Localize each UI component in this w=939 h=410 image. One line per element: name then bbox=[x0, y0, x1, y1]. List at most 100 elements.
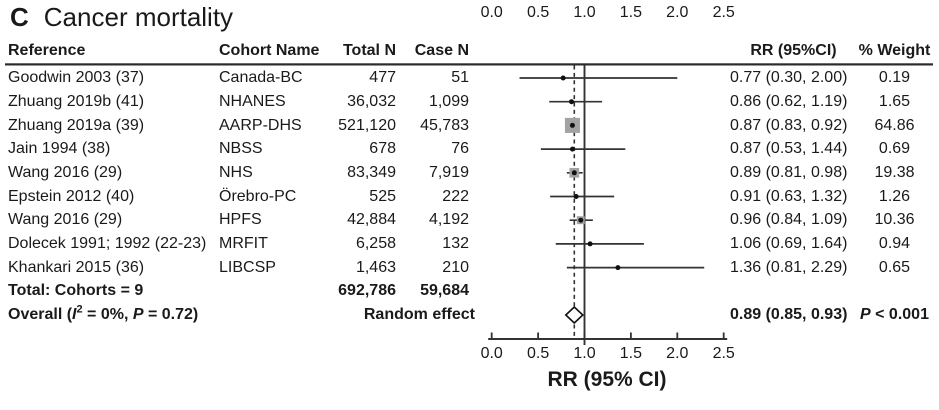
cell-reference: Wang 2016 (29) bbox=[8, 163, 123, 181]
title-text: Cancer mortality bbox=[43, 2, 234, 32]
cell-total-n: 42,884 bbox=[347, 211, 396, 229]
cell-cohort: AARP-DHS bbox=[219, 116, 302, 134]
cell-rr: 0.89 (0.81, 0.98) bbox=[730, 163, 848, 181]
x-axis-tick-label-bottom: 0.0 bbox=[480, 345, 503, 362]
cell-case-n: 4,192 bbox=[428, 211, 469, 229]
cell-total-n: 6,258 bbox=[355, 235, 396, 253]
text-segment: P bbox=[132, 306, 144, 324]
text-segment: = 0.72) bbox=[143, 306, 199, 324]
cell-rr: 0.91 (0.63, 1.32) bbox=[730, 187, 848, 205]
cell-case-n: 1,099 bbox=[428, 92, 469, 110]
cell-reference: Wang 2016 (29) bbox=[8, 211, 123, 229]
table-row: Dolecek 1991; 1992 (22-23) MRFIT 6,258 132 1… bbox=[0, 232, 939, 256]
table-total-row: Total: Cohorts = 9 692,786 59,684 bbox=[0, 279, 939, 303]
x-axis-tick-label-bottom: 1.0 bbox=[573, 345, 596, 362]
cell-total-n: 1,463 bbox=[355, 258, 396, 276]
cell-total-n: 521,120 bbox=[338, 116, 396, 134]
cell-rr: 0.87 (0.83, 0.92) bbox=[730, 116, 848, 134]
cell-weight: 0.19 bbox=[878, 69, 911, 87]
table-header-row: Reference Cohort Name Total N Case N RR … bbox=[0, 40, 939, 62]
x-axis-tick-label-top: 0.0 bbox=[480, 4, 503, 21]
cell-weight: 0.69 bbox=[878, 140, 911, 158]
figure-title: C Cancer mortality bbox=[10, 2, 233, 36]
text-segment: P bbox=[860, 306, 871, 324]
cell-rr: 0.96 (0.84, 1.09) bbox=[730, 211, 848, 229]
text-segment: = 0%, bbox=[82, 306, 133, 324]
point-estimate bbox=[569, 122, 575, 128]
table-row: Wang 2016 (29) HPFS 42,884 4,192 0.96 (0.84,… bbox=[0, 208, 939, 232]
table-row: Zhuang 2019b (41) NHANES 36,032 1,099 0.86 (… bbox=[0, 90, 939, 114]
cell-cohort: LIBCSP bbox=[219, 258, 276, 276]
cell-overall-rr: 0.89 (0.85, 0.93) bbox=[730, 306, 848, 324]
cell-case-n: 7,919 bbox=[428, 163, 469, 181]
cell-reference: Zhuang 2019a (39) bbox=[8, 116, 145, 134]
point-estimate bbox=[569, 146, 575, 152]
cell-rr: 0.77 (0.30, 2.00) bbox=[730, 69, 848, 87]
cell-case-n: 76 bbox=[451, 140, 469, 158]
table-row: Epstein 2012 (40) Örebro-PC 525 222 0.91 (0.… bbox=[0, 185, 939, 209]
table-row: Jain 1994 (38) NBSS 678 76 0.87 (0.53, 1.44)… bbox=[0, 137, 939, 161]
text-segment: I bbox=[72, 306, 77, 324]
header-rr: RR (95%CI) bbox=[750, 42, 837, 59]
x-axis-tick-label-bottom: 2.5 bbox=[712, 345, 735, 362]
cell-reference: Jain 1994 (38) bbox=[8, 140, 111, 158]
header-weight: % Weight bbox=[858, 42, 931, 59]
x-axis-tick-label-bottom: 1.5 bbox=[619, 345, 643, 362]
cell-case-n: 51 bbox=[451, 69, 469, 87]
cell-rr: 0.86 (0.62, 1.19) bbox=[730, 92, 848, 110]
cell-cohort: HPFS bbox=[219, 211, 262, 229]
cell-reference: Goodwin 2003 (37) bbox=[8, 69, 145, 87]
cell-cohort: NHANES bbox=[219, 92, 286, 110]
cell-reference: Dolecek 1991; 1992 (22-23) bbox=[8, 235, 207, 253]
cell-total-label: Total: Cohorts = 9 bbox=[8, 282, 144, 300]
x-axis-tick-label-bottom: 0.5 bbox=[526, 345, 550, 362]
point-estimate bbox=[587, 241, 593, 247]
point-estimate bbox=[578, 217, 584, 223]
cell-method: Random effect bbox=[363, 306, 475, 324]
cell-case-n: 132 bbox=[442, 235, 469, 253]
cell-case-n: 222 bbox=[442, 187, 469, 205]
cell-case-n: 45,783 bbox=[420, 116, 469, 134]
point-estimate bbox=[573, 194, 579, 199]
point-estimate bbox=[615, 265, 621, 271]
cell-weight: 1.26 bbox=[878, 187, 911, 205]
cell-weight: 0.65 bbox=[878, 258, 911, 276]
x-axis-tick-label-top: 1.5 bbox=[619, 4, 643, 21]
x-axis-tick-label-top: 2.0 bbox=[666, 4, 689, 21]
cell-reference: Khankari 2015 (36) bbox=[8, 258, 145, 276]
cell-weight: 0.94 bbox=[878, 235, 911, 253]
cell-rr: 0.87 (0.53, 1.44) bbox=[730, 140, 848, 158]
header-cohort: Cohort Name bbox=[219, 42, 320, 59]
x-axis-title: RR (95% CI) bbox=[547, 368, 667, 391]
cell-total-n: 83,349 bbox=[347, 163, 396, 181]
table-row: Khankari 2015 (36) LIBCSP 1,463 210 1.36 (0.… bbox=[0, 256, 939, 280]
table-row: Zhuang 2019a (39) AARP-DHS 521,120 45,783 0.… bbox=[0, 114, 939, 138]
cell-weight: 19.38 bbox=[874, 163, 915, 181]
header-reference: Reference bbox=[8, 42, 86, 59]
x-axis-tick-label-top: 1.0 bbox=[573, 4, 596, 21]
text-segment: 2 bbox=[76, 303, 83, 316]
cell-weight: 10.36 bbox=[874, 211, 915, 229]
table-row: Goodwin 2003 (37) Canada-BC 477 51 0.77 (0.3… bbox=[0, 66, 939, 90]
cell-rr: 1.06 (0.69, 1.64) bbox=[730, 235, 848, 253]
cell-cohort: Örebro-PC bbox=[219, 187, 297, 205]
x-axis-tick-label-bottom: 2.0 bbox=[666, 345, 689, 362]
cell-total-n: 525 bbox=[369, 187, 396, 205]
table-overall-row: Overall (I2 = 0%, P = 0.72) Random effect… bbox=[0, 303, 939, 327]
text-segment: < 0.001 bbox=[870, 306, 929, 324]
x-axis-tick-label-top: 2.5 bbox=[712, 4, 735, 21]
point-estimate bbox=[569, 99, 575, 105]
cell-cohort: NBSS bbox=[219, 140, 263, 158]
panel-label: C bbox=[10, 2, 29, 32]
cell-total-n: 477 bbox=[369, 69, 396, 87]
cell-reference: Epstein 2012 (40) bbox=[8, 187, 135, 205]
cell-cohort: Canada-BC bbox=[219, 69, 303, 87]
point-estimate bbox=[571, 170, 577, 176]
header-case-n: Case N bbox=[414, 42, 469, 59]
cell-overall-p: P < 0.001 bbox=[856, 303, 933, 327]
table-row: Wang 2016 (29) NHS 83,349 7,919 0.89 (0.81, … bbox=[0, 161, 939, 185]
header-total-n: Total N bbox=[342, 42, 396, 59]
cell-cohort: MRFIT bbox=[219, 235, 268, 253]
